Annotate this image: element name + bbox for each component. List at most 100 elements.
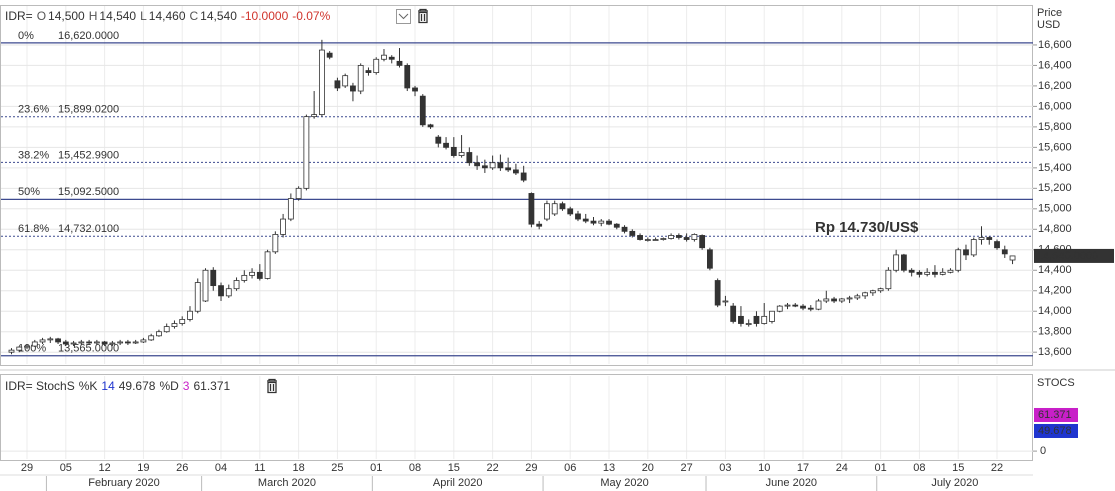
ohlc-key: O xyxy=(36,9,47,23)
x-tick-label: 08 xyxy=(913,462,925,474)
candle-body xyxy=(838,298,845,302)
ohlc-key: L xyxy=(140,9,147,23)
candle-body xyxy=(939,271,946,275)
candle-body xyxy=(513,169,519,174)
candle-body xyxy=(31,341,38,347)
candle-body xyxy=(489,162,496,169)
candle-body xyxy=(800,305,806,309)
candle-body xyxy=(1009,255,1016,261)
candle-body xyxy=(986,237,993,240)
candle-body xyxy=(16,346,23,351)
x-tick-label: 17 xyxy=(797,462,809,474)
value-box-label: 49.678 xyxy=(1038,425,1072,437)
candle-body xyxy=(660,238,667,240)
candle-body xyxy=(326,52,333,58)
y-tick-label: 15,000 xyxy=(1038,203,1072,215)
candle-body xyxy=(629,230,636,236)
candle-body xyxy=(528,193,535,225)
candle-body xyxy=(901,254,907,271)
candle-body xyxy=(978,237,985,240)
month-label: March 2020 xyxy=(258,477,316,489)
candle-body xyxy=(916,271,923,275)
candle-body xyxy=(264,251,271,279)
candle-body xyxy=(381,54,387,60)
candle-body xyxy=(559,203,566,210)
candle-body xyxy=(342,75,349,87)
candle-body xyxy=(823,298,830,302)
candle-body xyxy=(24,345,30,348)
d-value: 61.371 xyxy=(193,379,231,393)
candle-body xyxy=(963,249,969,256)
candle-body xyxy=(187,310,193,320)
x-tick-label: 18 xyxy=(292,462,304,474)
candle-body xyxy=(745,323,752,325)
candle-body xyxy=(225,288,232,297)
candle-body xyxy=(365,70,372,73)
candle-body xyxy=(932,271,938,275)
ohlc-value: 14,540 xyxy=(200,9,237,23)
candle-body xyxy=(93,341,100,344)
candle-body xyxy=(590,220,597,224)
x-tick-label: 15 xyxy=(448,462,460,474)
month-label: June 2020 xyxy=(766,477,817,489)
fib-value: 16,620.0000 xyxy=(58,30,119,42)
candle-body xyxy=(148,335,155,341)
candle-body xyxy=(908,269,915,273)
y-tick-label: 16,600 xyxy=(1038,39,1072,51)
y-tick-label: 15,200 xyxy=(1038,182,1072,194)
x-tick-label: 04 xyxy=(215,462,227,474)
dropdown-button[interactable] xyxy=(396,9,411,24)
candle-body xyxy=(303,116,310,189)
candle-body xyxy=(675,235,682,238)
month-label: July 2020 xyxy=(931,477,978,489)
candle-body xyxy=(970,239,977,256)
candle-body xyxy=(869,290,876,294)
y-tick-label: 15,800 xyxy=(1038,121,1072,133)
change-value: -0.07% xyxy=(292,9,331,23)
candle-body xyxy=(117,341,124,344)
symbol: IDR= xyxy=(5,9,33,23)
candle-body xyxy=(233,280,240,290)
candle-body xyxy=(171,323,178,327)
candle-body xyxy=(241,274,248,281)
delete-icon[interactable] xyxy=(418,8,428,24)
annotation: Rp 14.730/US$ xyxy=(815,219,919,236)
candle-body xyxy=(287,198,294,220)
candle-body xyxy=(194,282,201,312)
candle-body xyxy=(62,341,69,345)
fib-label: 50% xyxy=(18,186,40,198)
last-price-label: 14,540.0000 xyxy=(1037,250,1098,262)
candle-body xyxy=(210,269,217,287)
fib-label: 61.8% xyxy=(18,223,49,235)
candle-body xyxy=(497,162,504,169)
candle-body xyxy=(582,218,589,222)
x-tick-label: 29 xyxy=(525,462,537,474)
y-tick-label: 13,600 xyxy=(1038,346,1072,358)
candle-body xyxy=(807,307,814,310)
stoch-header: IDR= StochS %K 14 49.678 %D 3 61.371 xyxy=(5,379,234,393)
candle-body xyxy=(885,269,892,290)
candle-body xyxy=(567,208,574,215)
candle-body xyxy=(955,249,962,271)
header-controls[interactable] xyxy=(267,8,428,394)
y-tick-label: 14,800 xyxy=(1038,223,1072,235)
x-tick-label: 01 xyxy=(370,462,382,474)
value-box-label: 61.371 xyxy=(1038,409,1072,421)
candle-body xyxy=(388,56,395,60)
value-box xyxy=(1034,407,1078,422)
candle-body xyxy=(753,315,760,324)
candle-body xyxy=(644,239,651,241)
ohlc-key: H xyxy=(88,9,98,23)
candle-body xyxy=(311,114,318,118)
delete-icon[interactable] xyxy=(267,378,277,394)
fib-label: 38.2% xyxy=(18,149,49,161)
x-tick-label: 27 xyxy=(680,462,692,474)
candle-body xyxy=(256,271,263,279)
candle-body xyxy=(776,305,783,312)
candle-body xyxy=(551,203,558,215)
candle-body xyxy=(575,213,581,220)
candle-body xyxy=(761,315,768,324)
candle-body xyxy=(683,237,690,240)
candle-body xyxy=(466,152,473,164)
